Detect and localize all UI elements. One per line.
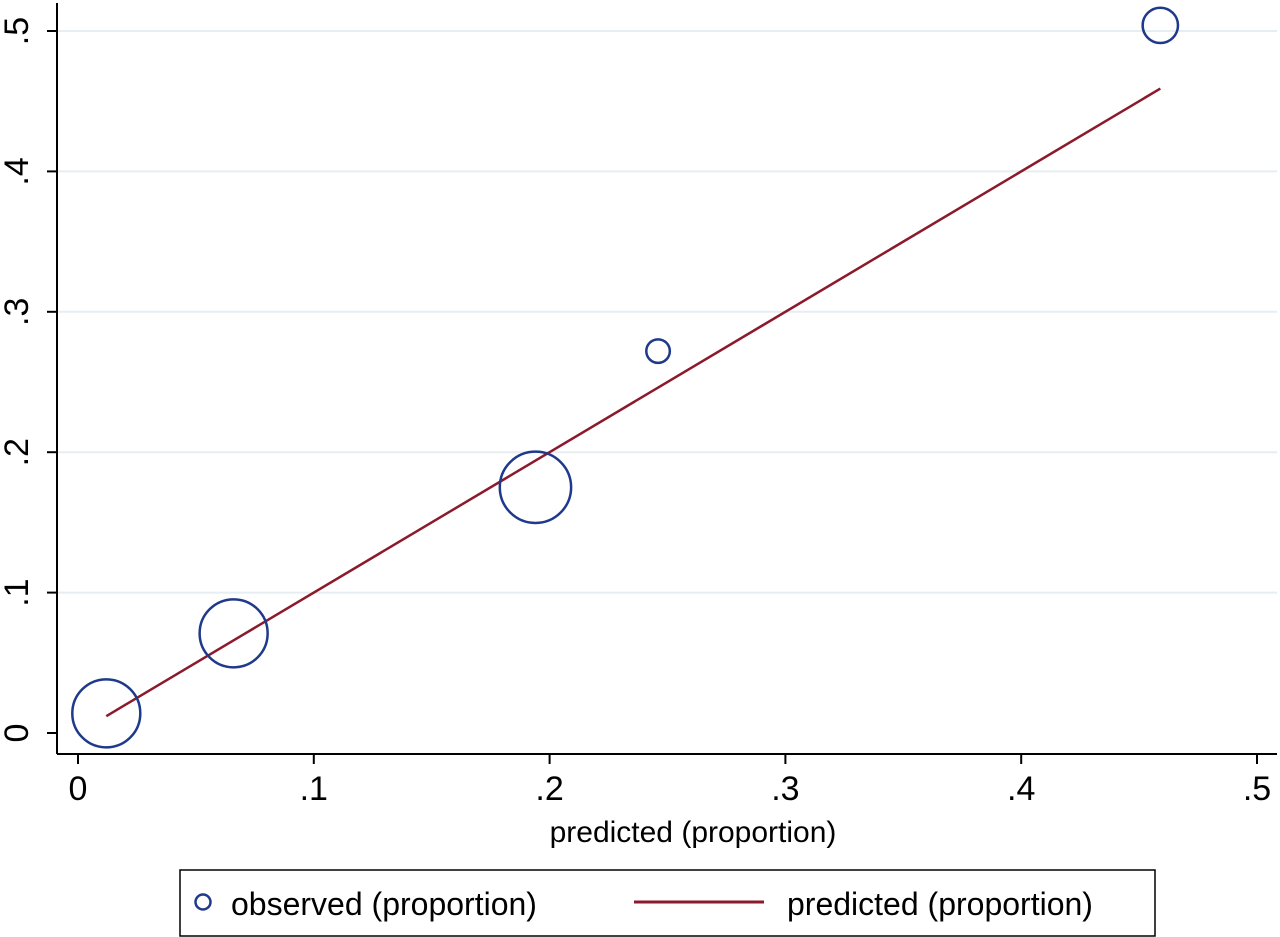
predicted-line	[105, 87, 1161, 718]
y-tick-label-0: 0	[0, 724, 36, 743]
y-tick-label-3: .3	[0, 298, 36, 326]
x-tick-label-5: .5	[1243, 770, 1271, 808]
data-marks	[71, 6, 1180, 749]
observed-point-3	[645, 338, 672, 365]
x-tick-label-4: .4	[1007, 770, 1035, 808]
y-tick-label-1: .1	[0, 578, 36, 606]
y-tick-label-5: .5	[0, 17, 36, 45]
x-tick-label-2: .2	[535, 770, 563, 808]
x-tick-label-3: .3	[771, 770, 799, 808]
observed-point-0	[71, 678, 142, 749]
y-tick-label-4: .4	[0, 157, 36, 185]
legend-predicted-label: predicted (proportion)	[787, 886, 1093, 922]
legend-observed-symbol	[194, 893, 212, 911]
y-tick-label-2: .2	[0, 438, 36, 466]
observed-point-4	[1141, 6, 1180, 45]
axes: 0 .1 .2 .3 .4 .5 0 .1 .2 .3 .4 .5	[0, 3, 1277, 808]
legend: observed (proportion) predicted (proport…	[179, 869, 1156, 937]
x-tick-label-1: .1	[300, 770, 328, 808]
observed-point-1	[198, 598, 269, 669]
x-tick-label-0: 0	[69, 770, 88, 808]
observed-point-2	[498, 450, 573, 525]
legend-observed-label: observed (proportion)	[231, 886, 537, 922]
x-axis-title: predicted (proportion)	[550, 816, 837, 849]
grid-lines	[57, 30, 1277, 594]
